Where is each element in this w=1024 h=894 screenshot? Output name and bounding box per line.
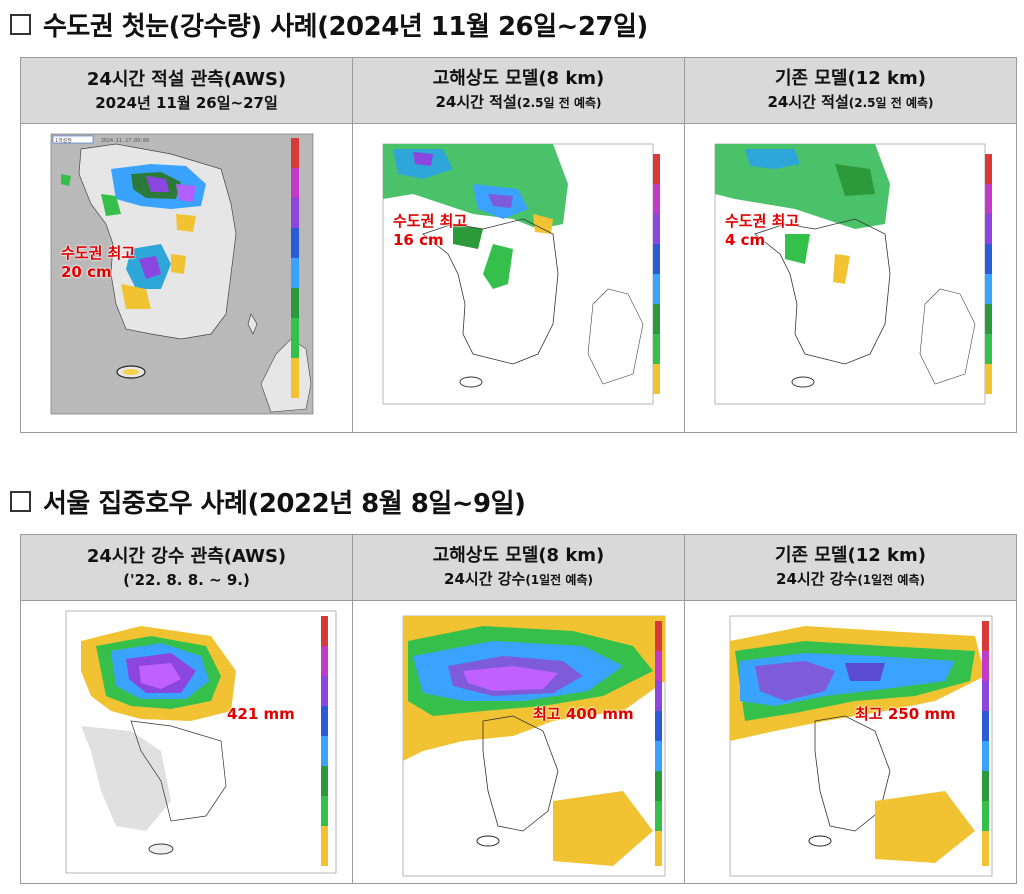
rain-obs-map (65, 610, 337, 874)
rain-legacy-annotation: 최고 250 mm (855, 705, 956, 724)
snow-legacy-map (714, 143, 992, 405)
rain-hires-annotation: 최고 400 mm (533, 705, 634, 724)
checkbox-icon (10, 14, 31, 35)
rain-legacy-map (729, 615, 993, 877)
annotation-line: 최고 250 mm (855, 705, 956, 723)
rain-legacy-map-cell: 최고 250 mm (684, 600, 1017, 884)
snow-hires-map-cell: 수도권 최고 16 cm (352, 123, 685, 433)
panel-header-line2: 24시간 적설(2.5일 전 예측) (685, 91, 1016, 114)
panel-header-line1: 기존 모델(12 km) (774, 545, 926, 566)
section-2-title-text: 서울 집중호우 사례(2022년 8월 8일~9일) (43, 489, 526, 519)
rain-hires-map-cell: 최고 400 mm (352, 600, 685, 884)
colorbar (985, 154, 992, 394)
panel-header-line2: ('22. 8. 8. ~ 9.) (123, 570, 250, 589)
checkbox-icon (10, 491, 31, 512)
annotation-line: 4 cm (725, 231, 766, 249)
annotation-line: 최고 400 mm (533, 705, 634, 723)
panel-header-line2-main: 24시간 적설 (435, 93, 517, 111)
snow-obs-map-cell: 1개설정 2024.11.27.09:00 수도권 최고 20 cm (20, 123, 353, 433)
annotation-line: 수도권 최고 (393, 212, 468, 230)
panel-header-line2: 24시간 강수(1일전 예측) (353, 568, 684, 591)
colorbar (653, 154, 660, 394)
panel-header-line1: 24시간 적설 관측(AWS) (86, 68, 287, 90)
snow-legacy-map-cell: 수도권 최고 4 cm (684, 123, 1017, 433)
snow-obs-map: 1개설정 2024.11.27.09:00 (50, 133, 314, 415)
annotation-line: 수도권 최고 (725, 212, 800, 230)
panel-header-line2: 2024년 11월 26일~27일 (95, 93, 278, 112)
panel-header-legacy: 기존 모델(12 km) 24시간 강수(1일전 예측) (684, 534, 1017, 601)
panel-header-line2-note: (1일전 예측) (525, 573, 593, 587)
panel-header-line2-main: 24시간 강수 (776, 570, 858, 588)
panel-header-line1: 기존 모델(12 km) (774, 68, 926, 89)
section-2-title: 서울 집중호우 사례(2022년 8월 8일~9일) (10, 483, 526, 520)
panel-header-obs: 24시간 적설 관측(AWS) 2024년 11월 26일~27일 (20, 57, 353, 124)
panel-header-hires: 고해상도 모델(8 km) 24시간 강수(1일전 예측) (352, 534, 685, 601)
snow-hires-map (382, 143, 660, 405)
snow-hires-annotation: 수도권 최고 16 cm (393, 212, 467, 250)
panel-header-obs: 24시간 강수 관측(AWS) ('22. 8. 8. ~ 9.) (20, 534, 353, 601)
panel-header-line2-note: (1일전 예측) (857, 573, 925, 587)
panel-header-line2: 24시간 강수(1일전 예측) (685, 568, 1016, 591)
rain-case-table: 24시간 강수 관측(AWS) ('22. 8. 8. ~ 9.) 고해상도 모… (20, 534, 1017, 884)
snow-case-table: 24시간 적설 관측(AWS) 2024년 11월 26일~27일 고해상도 모… (20, 57, 1017, 433)
panel-header-line2-note: (2.5일 전 예측) (516, 96, 602, 110)
colorbar (982, 621, 989, 866)
annotation-line: 16 cm (393, 231, 444, 249)
snow-legacy-annotation: 수도권 최고 4 cm (725, 212, 799, 250)
rain-hires-map (402, 615, 666, 877)
rain-obs-map-cell: 421 mm (20, 600, 353, 884)
panel-header-line1: 고해상도 모델(8 km) (432, 68, 605, 89)
section-1-title: 수도권 첫눈(강수량) 사례(2024년 11월 26일~27일) (10, 6, 648, 43)
colorbar (321, 616, 328, 866)
snow-obs-annotation: 수도권 최고 20 cm (61, 244, 135, 282)
annotation-line: 421 mm (227, 705, 295, 723)
panel-header-line2-main: 24시간 적설 (767, 93, 849, 111)
panel-header-line2-main: 24시간 강수 (444, 570, 526, 588)
annotation-line: 수도권 최고 (61, 244, 136, 262)
panel-header-line2-note: (2.5일 전 예측) (848, 96, 934, 110)
annotation-line: 20 cm (61, 263, 112, 281)
panel-header-line1: 24시간 강수 관측(AWS) (86, 545, 287, 567)
map-badge: 1개설정 (55, 137, 72, 144)
colorbar (291, 138, 299, 398)
panel-header-line1: 고해상도 모델(8 km) (432, 545, 605, 566)
section-1-title-text: 수도권 첫눈(강수량) 사례(2024년 11월 26일~27일) (43, 12, 648, 42)
panel-header-line2: 24시간 적설(2.5일 전 예측) (353, 91, 684, 114)
colorbar (655, 621, 662, 866)
panel-header-legacy: 기존 모델(12 km) 24시간 적설(2.5일 전 예측) (684, 57, 1017, 124)
map-timestamp: 2024.11.27.09:00 (101, 138, 149, 144)
panel-header-hires: 고해상도 모델(8 km) 24시간 적설(2.5일 전 예측) (352, 57, 685, 124)
rain-obs-annotation: 421 mm (227, 705, 295, 724)
